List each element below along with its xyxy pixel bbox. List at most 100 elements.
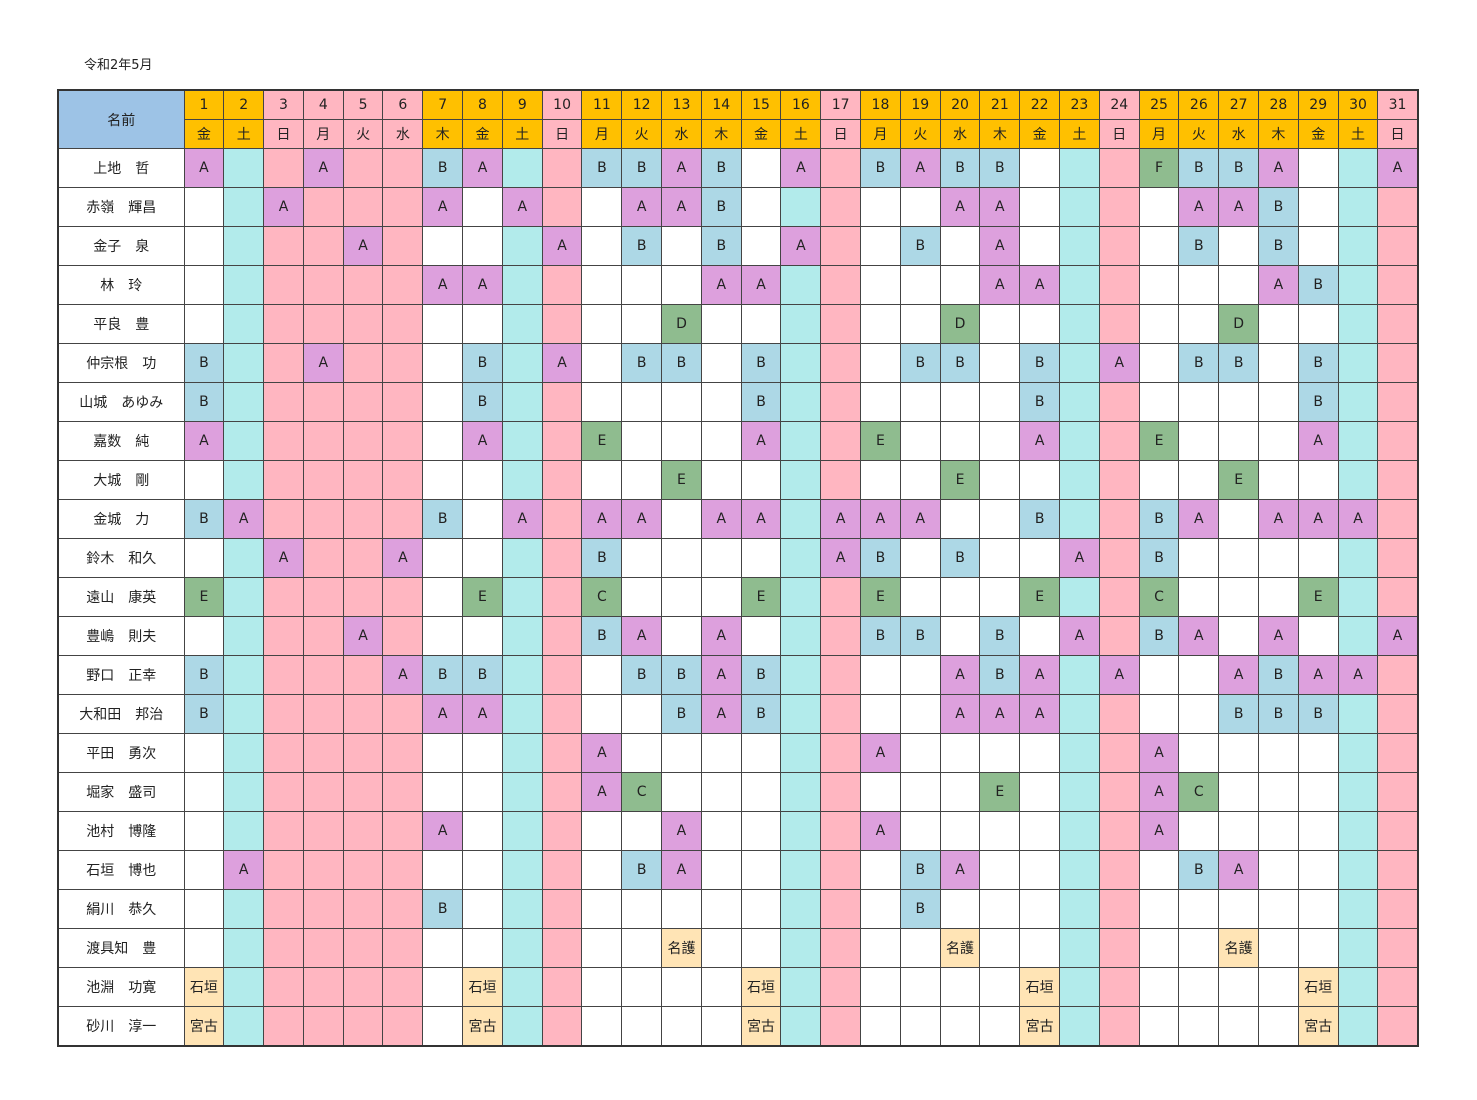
schedule-cell[interactable]: A — [700, 694, 742, 734]
schedule-cell[interactable] — [1337, 421, 1379, 461]
schedule-cell[interactable] — [1258, 850, 1299, 890]
schedule-cell[interactable] — [740, 811, 782, 851]
schedule-cell[interactable] — [899, 1006, 941, 1047]
schedule-cell[interactable]: B — [462, 343, 503, 383]
schedule-cell[interactable] — [1138, 343, 1180, 383]
schedule-cell[interactable] — [780, 499, 822, 539]
schedule-cell[interactable]: A — [700, 616, 742, 656]
schedule-cell[interactable]: A — [1337, 655, 1379, 695]
schedule-cell[interactable] — [820, 1006, 862, 1047]
schedule-cell[interactable] — [1019, 226, 1061, 266]
schedule-cell[interactable] — [860, 772, 901, 812]
schedule-cell[interactable]: B — [581, 616, 623, 656]
schedule-cell[interactable] — [1337, 772, 1379, 812]
schedule-cell[interactable]: B — [183, 655, 225, 695]
schedule-cell[interactable] — [820, 772, 862, 812]
schedule-cell[interactable] — [183, 304, 225, 344]
schedule-cell[interactable] — [740, 187, 782, 227]
schedule-cell[interactable] — [462, 733, 503, 773]
schedule-cell[interactable]: A — [263, 187, 304, 227]
schedule-cell[interactable]: A — [422, 694, 464, 734]
schedule-cell[interactable]: B — [621, 226, 663, 266]
schedule-cell[interactable] — [780, 889, 822, 929]
schedule-cell[interactable]: B — [1138, 499, 1180, 539]
schedule-cell[interactable] — [541, 460, 583, 500]
schedule-cell[interactable] — [860, 694, 901, 734]
schedule-cell[interactable] — [223, 811, 265, 851]
schedule-cell[interactable] — [1218, 265, 1260, 305]
schedule-cell[interactable] — [1297, 928, 1339, 968]
schedule-cell[interactable] — [899, 928, 941, 968]
schedule-cell[interactable] — [263, 226, 304, 266]
schedule-cell[interactable] — [939, 1006, 981, 1047]
schedule-cell[interactable] — [422, 772, 464, 812]
schedule-cell[interactable] — [780, 382, 822, 422]
schedule-cell[interactable] — [183, 889, 225, 929]
schedule-cell[interactable] — [541, 772, 583, 812]
schedule-cell[interactable] — [979, 850, 1021, 890]
schedule-cell[interactable] — [939, 733, 981, 773]
schedule-cell[interactable] — [820, 967, 862, 1007]
schedule-cell[interactable] — [860, 850, 901, 890]
schedule-cell[interactable] — [263, 499, 304, 539]
schedule-cell[interactable]: A — [1138, 772, 1180, 812]
schedule-cell[interactable] — [820, 382, 862, 422]
schedule-cell[interactable] — [899, 187, 941, 227]
schedule-cell[interactable] — [1059, 148, 1100, 188]
schedule-cell[interactable]: C — [1178, 772, 1220, 812]
schedule-cell[interactable]: A — [1019, 265, 1061, 305]
schedule-cell[interactable] — [223, 382, 265, 422]
schedule-cell[interactable] — [1258, 382, 1299, 422]
schedule-cell[interactable] — [979, 577, 1021, 617]
schedule-cell[interactable]: E — [183, 577, 225, 617]
schedule-cell[interactable]: B — [581, 538, 623, 578]
schedule-cell[interactable] — [1098, 850, 1140, 890]
schedule-cell[interactable] — [860, 889, 901, 929]
schedule-cell[interactable] — [700, 304, 742, 344]
schedule-cell[interactable] — [621, 928, 663, 968]
schedule-cell[interactable]: B — [899, 343, 941, 383]
schedule-cell[interactable] — [1019, 889, 1061, 929]
schedule-cell[interactable] — [1258, 1006, 1299, 1047]
schedule-cell[interactable] — [223, 889, 265, 929]
schedule-cell[interactable] — [422, 577, 464, 617]
schedule-cell[interactable]: A — [1019, 655, 1061, 695]
schedule-cell[interactable] — [302, 460, 344, 500]
schedule-cell[interactable] — [1059, 226, 1100, 266]
schedule-cell[interactable] — [263, 382, 304, 422]
schedule-cell[interactable]: F — [1138, 148, 1180, 188]
schedule-cell[interactable]: B — [422, 148, 464, 188]
schedule-cell[interactable] — [462, 304, 503, 344]
schedule-cell[interactable] — [1098, 772, 1140, 812]
schedule-cell[interactable]: A — [541, 226, 583, 266]
schedule-cell[interactable]: B — [1258, 226, 1299, 266]
schedule-cell[interactable] — [223, 694, 265, 734]
schedule-cell[interactable] — [1377, 889, 1419, 929]
schedule-cell[interactable] — [223, 772, 265, 812]
schedule-cell[interactable] — [581, 850, 623, 890]
schedule-cell[interactable] — [183, 733, 225, 773]
schedule-cell[interactable]: B — [1297, 343, 1339, 383]
schedule-cell[interactable] — [501, 694, 543, 734]
schedule-cell[interactable] — [422, 304, 464, 344]
schedule-cell[interactable] — [899, 655, 941, 695]
schedule-cell[interactable] — [342, 499, 384, 539]
schedule-cell[interactable]: B — [860, 538, 901, 578]
schedule-cell[interactable]: A — [939, 655, 981, 695]
schedule-cell[interactable] — [1377, 1006, 1419, 1047]
schedule-cell[interactable] — [1098, 148, 1140, 188]
schedule-cell[interactable] — [1178, 538, 1220, 578]
schedule-cell[interactable] — [581, 811, 623, 851]
schedule-cell[interactable] — [1098, 265, 1140, 305]
schedule-cell[interactable] — [223, 616, 265, 656]
schedule-cell[interactable] — [263, 1006, 304, 1047]
schedule-cell[interactable] — [422, 1006, 464, 1047]
schedule-cell[interactable] — [1178, 265, 1220, 305]
schedule-cell[interactable]: A — [820, 499, 862, 539]
schedule-cell[interactable] — [820, 889, 862, 929]
schedule-cell[interactable] — [382, 382, 424, 422]
schedule-cell[interactable] — [1019, 460, 1061, 500]
schedule-cell[interactable]: A — [780, 148, 822, 188]
schedule-cell[interactable] — [1138, 889, 1180, 929]
schedule-cell[interactable] — [1059, 772, 1100, 812]
